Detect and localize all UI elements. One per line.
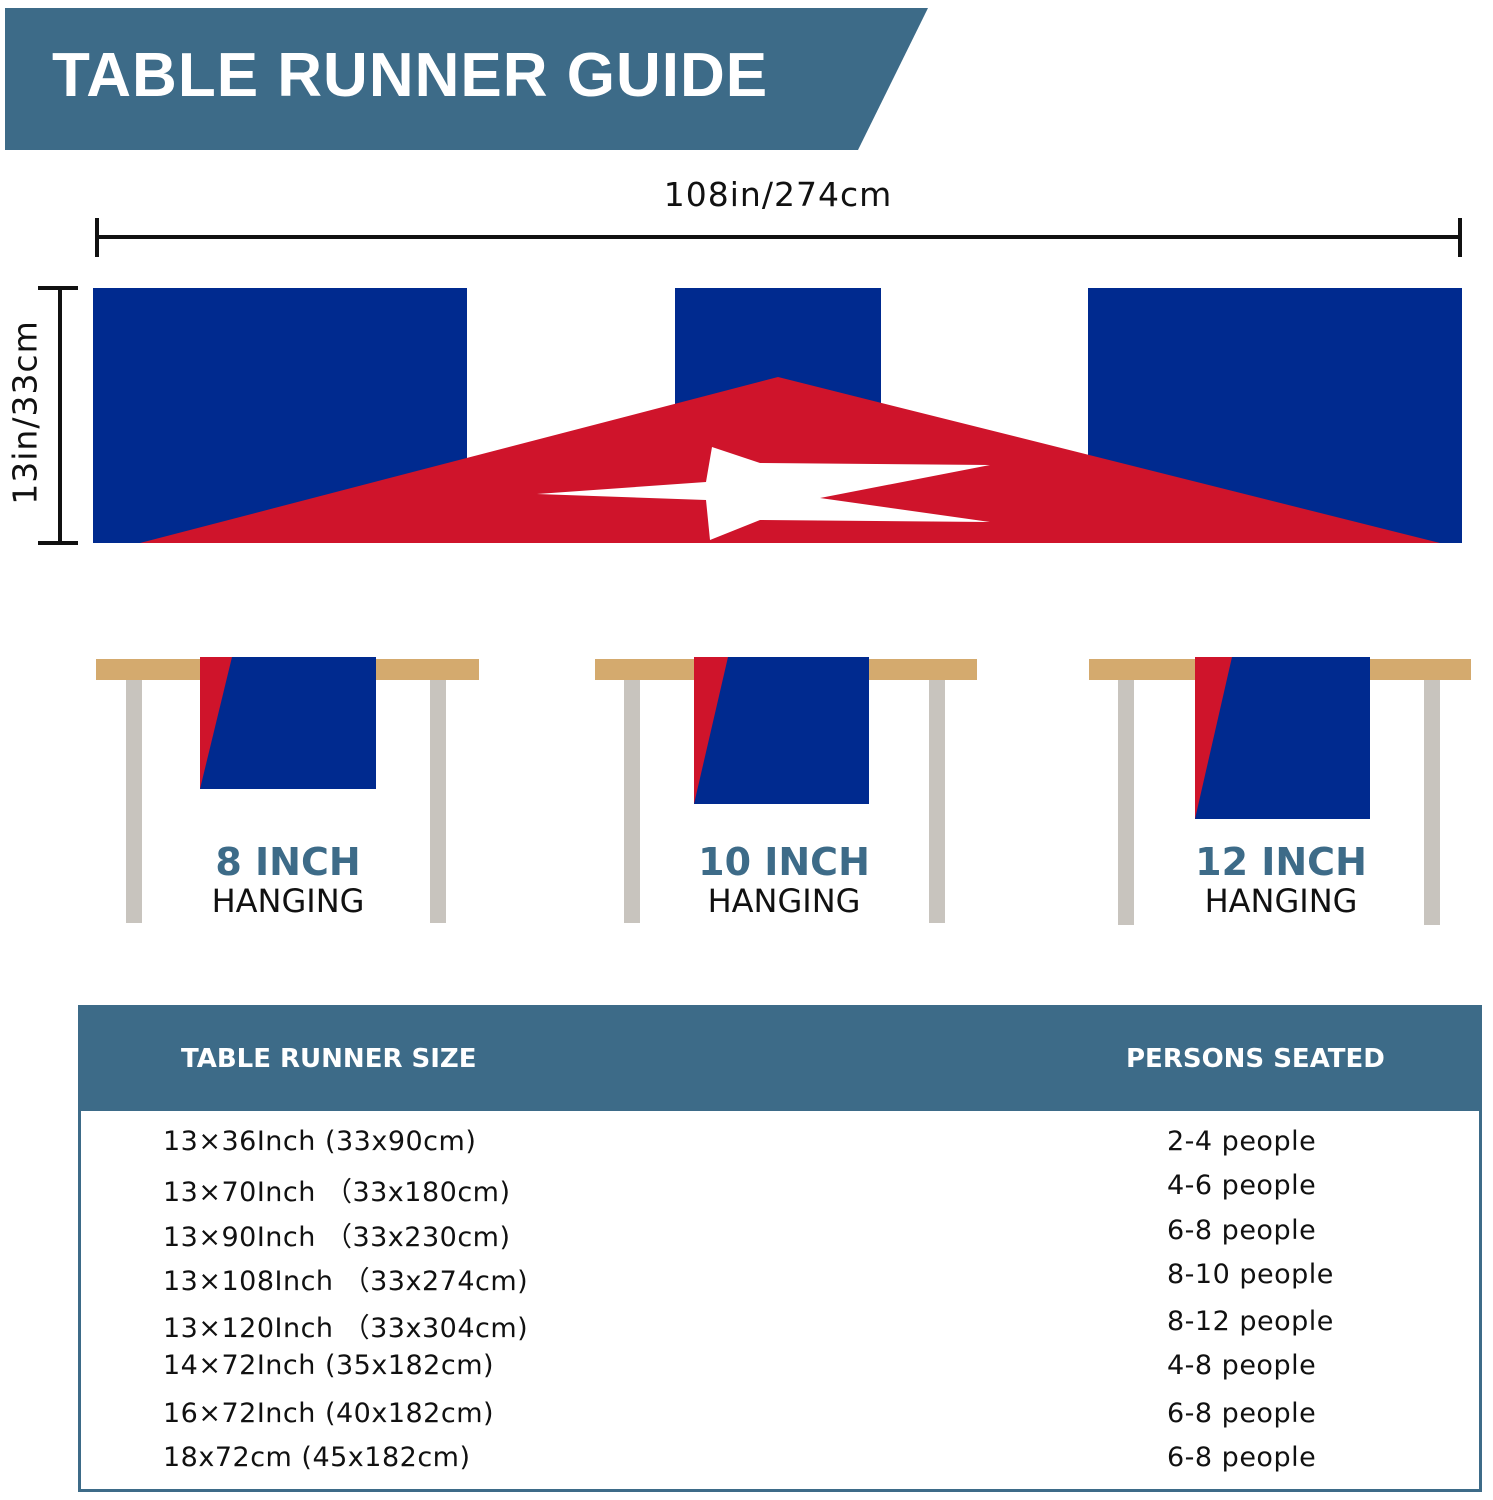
table-8-inch bbox=[96, 657, 479, 923]
cuban-flag-runner bbox=[93, 288, 1462, 543]
row-persons: 8-10 people bbox=[1167, 1259, 1334, 1290]
header-persons: PERSONS SEATED bbox=[1126, 1044, 1385, 1074]
page-title: TABLE RUNNER GUIDE bbox=[52, 41, 769, 110]
row-size: 14×72Inch (35x182cm) bbox=[163, 1350, 495, 1381]
hanging-label-8: 8 INCH HANGING bbox=[88, 842, 488, 920]
row-persons: 8-12 people bbox=[1167, 1306, 1334, 1337]
width-dimension-line bbox=[95, 218, 1462, 257]
hanging-text: HANGING bbox=[707, 882, 861, 920]
hanging-label-10: 10 INCH HANGING bbox=[584, 842, 984, 920]
hanging-label-12: 12 INCH HANGING bbox=[1081, 842, 1481, 920]
row-size: 13×90Inch （33x230cm) bbox=[163, 1222, 511, 1253]
row-persons: 4-6 people bbox=[1167, 1170, 1317, 1201]
row-persons: 4-8 people bbox=[1167, 1350, 1317, 1381]
row-size: 13×36Inch (33x90cm) bbox=[163, 1126, 477, 1157]
hanging-length: 10 INCH bbox=[698, 840, 870, 884]
row-size: 13×120Inch （33x304cm) bbox=[163, 1313, 529, 1344]
row-size: 16×72Inch (40x182cm) bbox=[163, 1398, 495, 1429]
row-persons: 6-8 people bbox=[1167, 1215, 1317, 1246]
row-persons: 2-4 people bbox=[1167, 1126, 1317, 1157]
table-header: TABLE RUNNER SIZE PERSONS SEATED bbox=[81, 1008, 1479, 1111]
row-size: 13×108Inch （33x274cm) bbox=[163, 1266, 529, 1297]
hanging-illustrations bbox=[96, 657, 1471, 925]
hanging-length: 8 INCH bbox=[215, 840, 361, 884]
hanging-text: HANGING bbox=[1204, 882, 1358, 920]
table-12-inch bbox=[1089, 657, 1471, 925]
table-10-inch bbox=[595, 657, 977, 923]
width-label: 108in/274cm bbox=[663, 175, 893, 214]
height-dimension-line bbox=[38, 286, 78, 545]
hanging-text: HANGING bbox=[211, 882, 365, 920]
star-icon bbox=[537, 447, 990, 540]
row-size: 18x72cm (45x182cm) bbox=[163, 1442, 471, 1473]
size-table: TABLE RUNNER SIZE PERSONS SEATED 13×36In… bbox=[78, 1005, 1482, 1492]
header-size: TABLE RUNNER SIZE bbox=[181, 1044, 477, 1074]
height-label: 13in/33cm bbox=[5, 320, 45, 505]
row-persons: 6-8 people bbox=[1167, 1398, 1317, 1429]
runner-illustration bbox=[5, 8, 1462, 545]
row-size: 13×70Inch （33x180cm) bbox=[163, 1177, 511, 1208]
row-persons: 6-8 people bbox=[1167, 1442, 1317, 1473]
title-banner bbox=[5, 8, 928, 150]
hanging-length: 12 INCH bbox=[1195, 840, 1367, 884]
